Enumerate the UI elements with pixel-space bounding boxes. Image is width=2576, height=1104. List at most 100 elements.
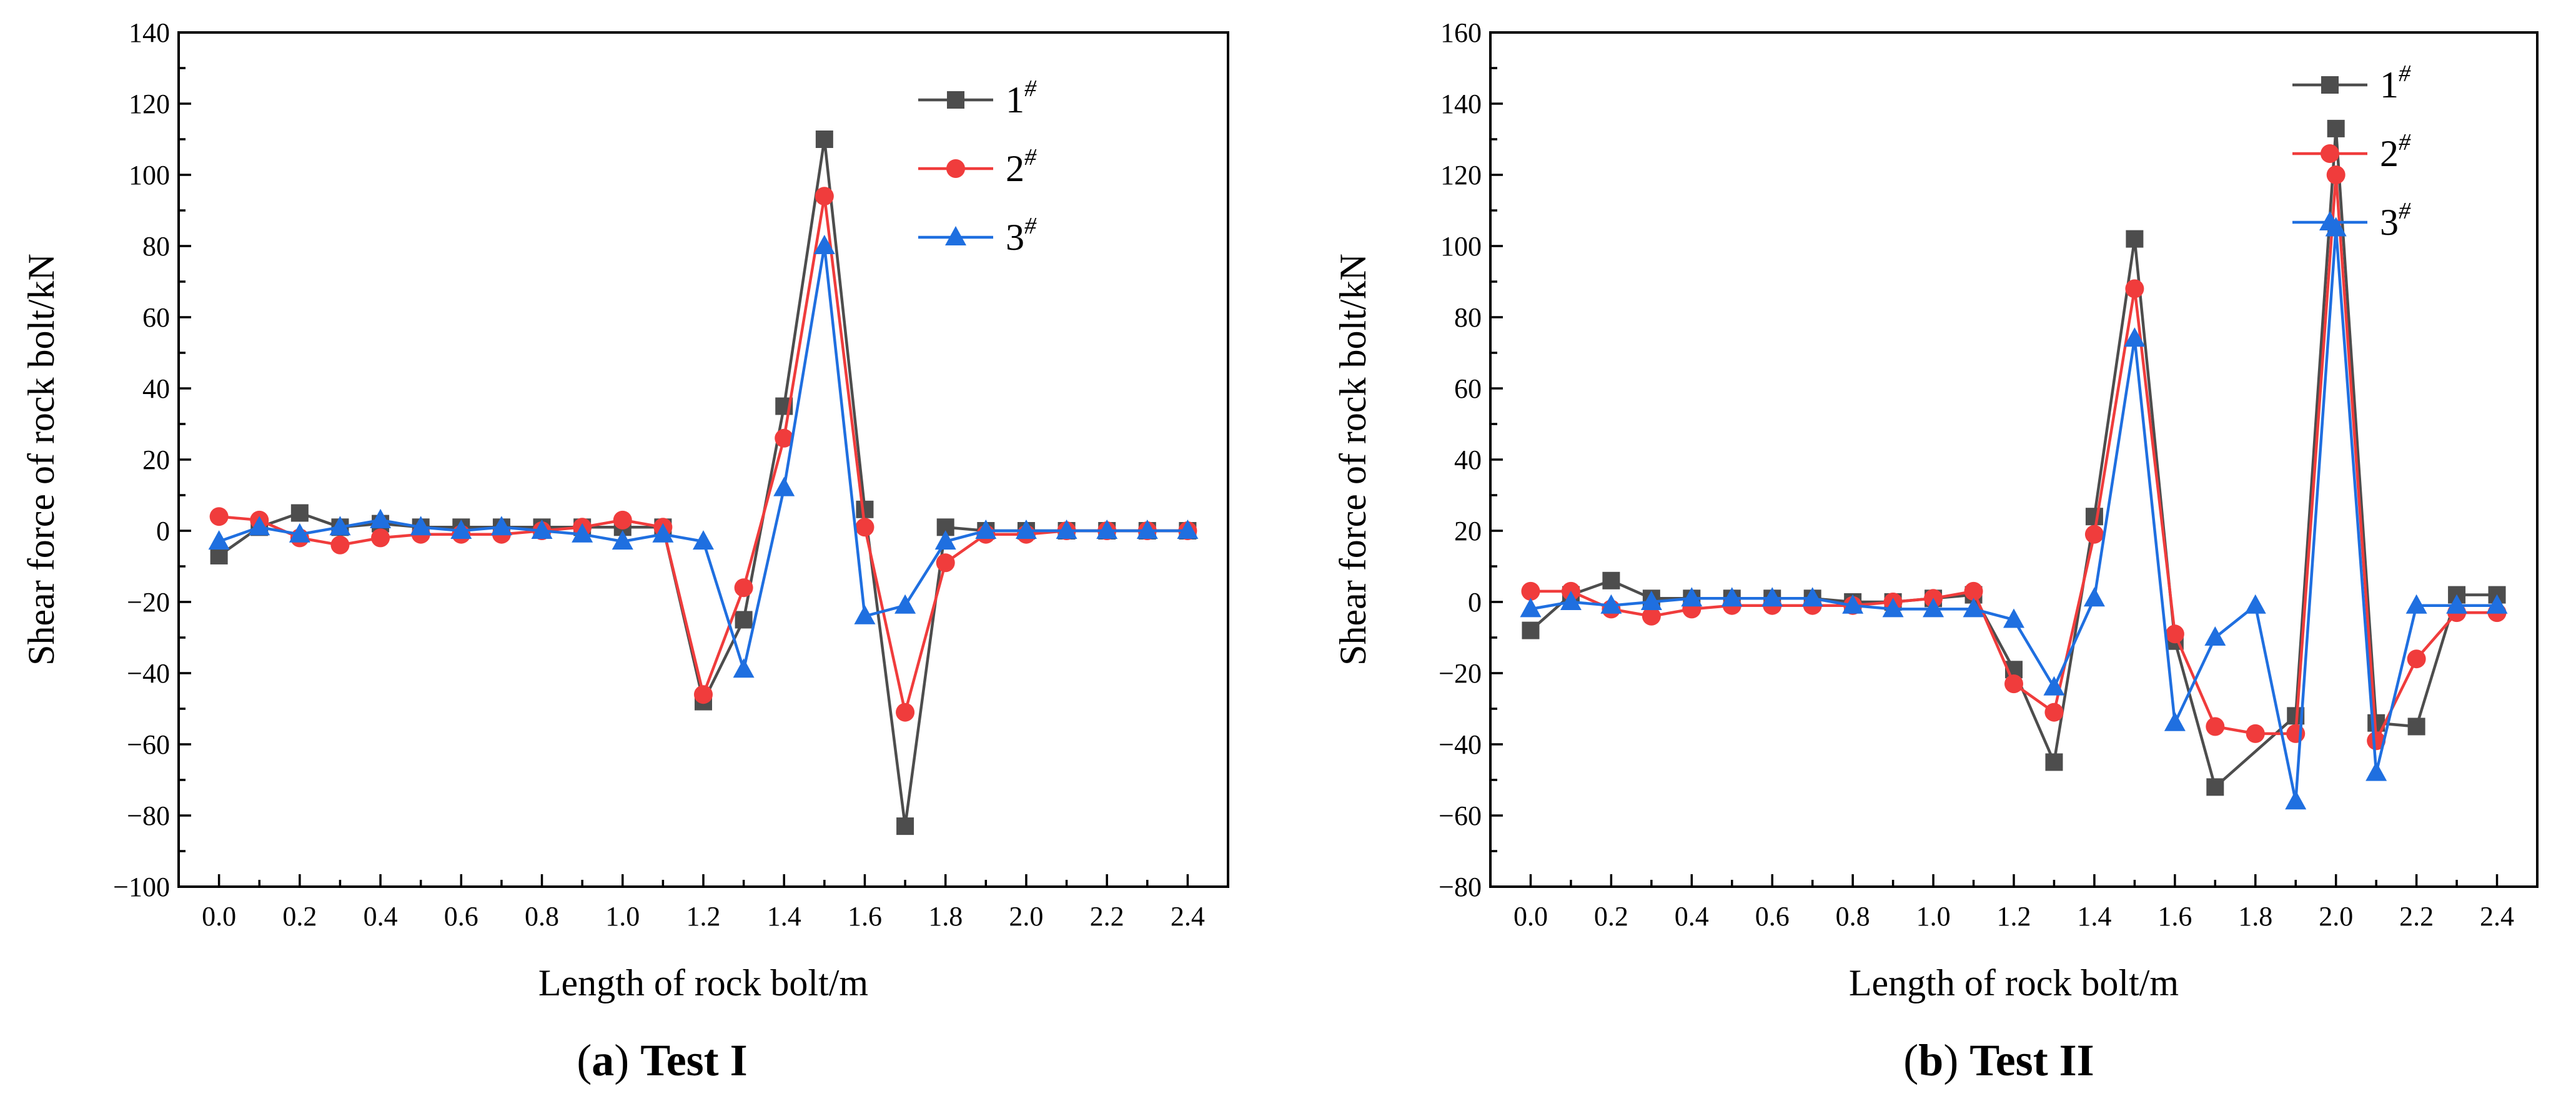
x-tick-label: 0.6 [444,901,478,932]
data-point [249,516,270,536]
data-point [290,504,309,522]
x-tick-label: 1.0 [605,901,640,932]
data-point [2125,279,2144,298]
data-point [1842,594,1864,614]
legend-label: 3# [2380,198,2411,243]
data-point [2085,508,2103,526]
y-tick-label: 140 [1440,89,1482,119]
data-point [209,507,229,526]
data-point [2367,731,2386,751]
x-tick-label: 2.4 [1171,901,1205,932]
data-point [1096,520,1118,539]
data-point [2083,587,2105,607]
data-point [1136,520,1158,539]
series-2 [209,187,1197,722]
data-point [2204,626,2226,646]
data-point [2165,624,2184,644]
data-point [775,428,794,448]
x-tick-label: 0.0 [202,901,236,932]
x-tick-label: 0.6 [1755,901,1790,932]
data-point [2004,674,2023,694]
series-3 [208,235,1199,678]
legend-marker [945,226,966,245]
data-point [773,476,795,496]
data-point [896,817,914,835]
series-line [1530,228,2497,802]
y-tick-label: 60 [1454,373,1482,404]
data-point [1963,598,1984,618]
data-point [2244,594,2266,614]
data-point [208,530,230,550]
data-point [2043,676,2065,696]
y-tick-label: −40 [1439,729,1482,760]
data-point [531,520,553,539]
series-line [218,245,1188,675]
data-point [856,500,874,518]
y-axis-title: Shear force of rock bolt/kN [21,254,62,666]
y-tick-label: −80 [127,801,170,831]
data-point [450,520,472,539]
x-tick-label: 1.6 [848,901,882,932]
y-tick-label: −80 [1439,872,1482,902]
data-point [2407,649,2426,669]
y-tick-label: 20 [142,445,170,475]
panel-caption: (a) Test I [577,1035,747,1085]
legend-entry-3: 3# [2292,198,2411,243]
data-point [410,516,432,536]
y-tick-label: −60 [1439,801,1482,831]
y-tick-label: 160 [1440,17,1482,48]
y-tick-label: 40 [142,373,170,404]
data-point [2124,327,2146,347]
data-point [813,235,835,254]
legend-label: 1# [1006,76,1037,121]
legend-label: 2# [1006,144,1037,189]
panel-caption: (b) Test II [1903,1035,2094,1085]
legend-label: 1# [2380,61,2411,106]
data-point [2246,724,2265,743]
y-tick-label: −20 [127,587,170,618]
data-point [612,530,633,550]
data-point [1056,520,1077,539]
x-tick-label: 1.4 [2077,901,2111,932]
y-tick-label: 40 [1454,445,1482,475]
x-tick-label: 0.8 [1836,901,1870,932]
legend-label: 3# [1006,213,1037,258]
data-point [1642,606,1661,626]
series-line [218,139,1188,827]
data-point [1600,594,1622,614]
x-tick-label: 1.8 [928,901,963,932]
y-tick-label: 80 [1454,302,1482,333]
data-point [1640,591,1662,610]
data-point [975,520,997,539]
data-point [734,578,753,598]
legend-entry-2: 2# [918,144,1037,189]
data-point [693,530,714,550]
data-point [896,702,915,722]
data-point [1177,520,1199,539]
data-point [289,523,310,543]
legend-marker [2319,211,2341,230]
legend-entry-3: 3# [918,213,1037,258]
x-tick-label: 0.2 [1594,901,1628,932]
data-point [2285,790,2307,810]
y-tick-label: −100 [113,872,170,902]
data-point [2164,711,2186,731]
data-point [2084,525,2104,544]
y-tick-label: 20 [1454,516,1482,546]
data-point [2206,778,2224,796]
y-tick-label: 100 [129,160,170,190]
data-point [1522,621,1540,639]
data-point [370,508,392,528]
data-point [2407,717,2425,736]
data-point [2326,165,2346,184]
data-point [1761,587,1783,607]
x-tick-label: 1.6 [2157,901,2192,932]
y-tick-label: 100 [1440,231,1482,262]
data-point [936,553,955,573]
data-point [815,131,833,148]
data-point [2044,702,2064,722]
x-tick-label: 0.0 [1513,901,1548,932]
data-point [613,510,632,530]
y-tick-label: 80 [142,231,170,262]
